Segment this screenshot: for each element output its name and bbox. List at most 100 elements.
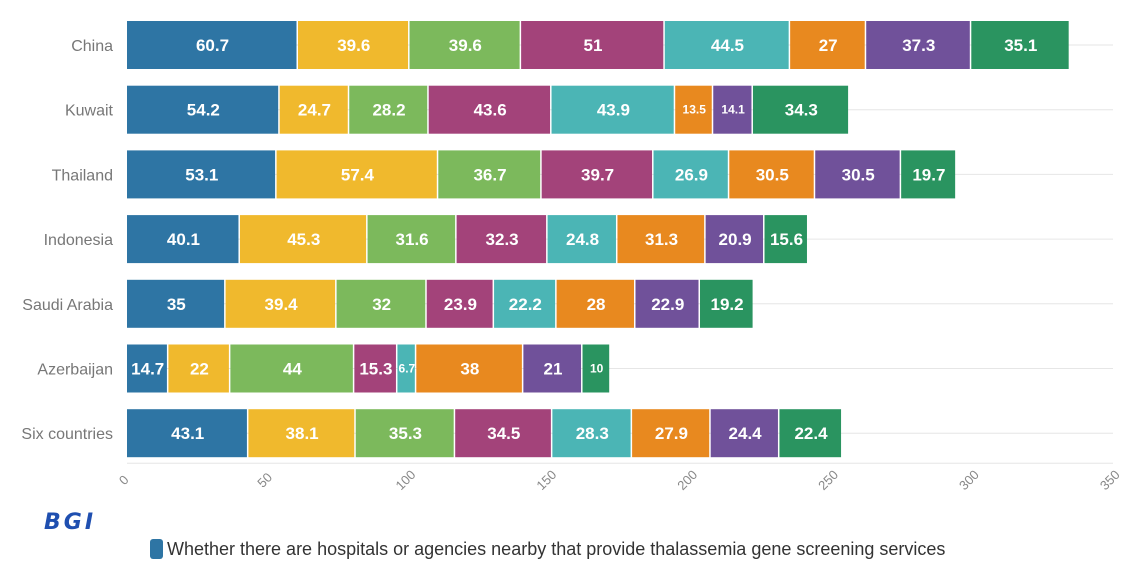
bar-segment (551, 85, 674, 134)
bar-segment (416, 344, 522, 393)
data-label: 44 (283, 360, 302, 379)
x-tick-label: 150 (533, 467, 559, 493)
data-label: 43.9 (597, 101, 630, 120)
bar-segment (632, 409, 710, 458)
x-tick-label: 100 (393, 467, 419, 493)
data-label: 32.3 (486, 230, 519, 249)
data-label: 36.7 (473, 165, 506, 184)
bar-segment (354, 344, 396, 393)
x-tick-label: 250 (815, 467, 841, 493)
data-label: 43.1 (171, 424, 204, 443)
x-tick-label: 0 (116, 472, 132, 488)
data-label: 14.1 (721, 103, 745, 117)
data-label: 38.1 (286, 424, 319, 443)
data-label: 15.6 (770, 230, 803, 249)
x-tick-label: 200 (674, 467, 700, 493)
category-label: Thailand (52, 167, 113, 184)
bar-segment (664, 21, 789, 69)
data-label: 19.2 (711, 295, 744, 314)
data-label: 30.5 (842, 165, 875, 184)
bar-segment (552, 409, 631, 458)
data-label: 6.7 (399, 362, 416, 376)
data-label: 22.2 (509, 295, 542, 314)
bar-segment (239, 215, 367, 264)
data-label: 23.9 (444, 295, 477, 314)
data-label: 37.3 (902, 36, 935, 55)
data-label: 39.6 (337, 36, 370, 55)
bar-segment (355, 409, 454, 458)
bar-segment (298, 21, 409, 69)
bar-segment (276, 150, 437, 199)
data-label: 20.9 (719, 230, 752, 249)
bar-segment (230, 344, 353, 393)
data-label: 45.3 (287, 230, 320, 249)
data-label: 28.2 (372, 101, 405, 120)
legend-item[interactable]: Whether there are hospitals or agencies … (150, 539, 945, 560)
bar-segment (349, 85, 428, 134)
bar-segment (713, 85, 752, 134)
data-label: 27 (819, 36, 838, 55)
data-label: 22.4 (794, 424, 828, 443)
bar-segment (127, 21, 297, 69)
bar-segment (779, 409, 842, 458)
data-label: 30.5 (756, 165, 789, 184)
data-label: 60.7 (196, 36, 229, 55)
bar-segment (815, 150, 900, 199)
x-tick-label: 350 (1097, 467, 1123, 493)
bar-segment (866, 21, 970, 69)
data-label: 35.1 (1004, 36, 1037, 55)
data-label: 39.4 (265, 295, 299, 314)
bar-segment (438, 150, 541, 199)
bar-segment (705, 215, 764, 264)
bar-segment (710, 409, 778, 458)
data-label: 57.4 (341, 165, 375, 184)
data-label: 14.7 (131, 360, 164, 379)
bar-segment (700, 279, 753, 328)
data-label: 22 (190, 360, 209, 379)
data-label: 34.5 (487, 424, 520, 443)
bar-segment (127, 409, 247, 458)
category-label: Indonesia (44, 232, 113, 249)
data-label: 13.5 (683, 103, 707, 117)
bgi-logo: BGI (44, 510, 97, 535)
bar-segment (127, 85, 279, 134)
bar-segment (547, 215, 616, 264)
bars: 60.7 39.6 39.6 51 44.5 27 37.3 35.1 54.2 24.7 28.2… (127, 21, 1069, 458)
category-label: Six countries (21, 426, 113, 443)
bar-segment (556, 279, 634, 328)
stacked-bar-chart: 60.7 39.6 39.6 51 44.5 27 37.3 35.1 54.2 24.7 28.2… (21, 21, 1123, 493)
bar-segment (428, 85, 551, 134)
bar-segment (790, 21, 865, 69)
data-label: 21 (543, 360, 562, 379)
data-label: 19.7 (912, 165, 945, 184)
data-label: 54.2 (187, 101, 220, 120)
category-label: China (71, 38, 113, 55)
bar-segment (225, 279, 336, 328)
category-label: Kuwait (65, 103, 114, 120)
data-label: 24.8 (566, 230, 599, 249)
data-label: 53.1 (185, 165, 218, 184)
bar-segment (971, 21, 1069, 69)
bar-segment (635, 279, 699, 328)
data-label: 24.4 (729, 424, 763, 443)
bar-segment (494, 279, 556, 328)
bar-segment (367, 215, 456, 264)
data-label: 27.9 (655, 424, 688, 443)
bar-segment (901, 150, 956, 199)
bar-segment (127, 344, 167, 393)
bar-segment (279, 85, 348, 134)
bar-segment (764, 215, 807, 264)
x-tick-label: 300 (956, 467, 982, 493)
data-label: 31.6 (396, 230, 429, 249)
bar-segment (653, 150, 728, 199)
data-label: 35.3 (389, 424, 422, 443)
bar-segment (426, 279, 493, 328)
bar-segment (455, 409, 551, 458)
bar-segment (127, 279, 225, 328)
data-label: 38 (460, 360, 479, 379)
data-label: 10 (590, 362, 604, 376)
data-label: 31.3 (645, 230, 678, 249)
data-label: 35 (167, 295, 186, 314)
x-axis-ticks: 0 50 100 150 200 250 300 350 (116, 467, 1123, 493)
bar-segment (582, 344, 610, 393)
